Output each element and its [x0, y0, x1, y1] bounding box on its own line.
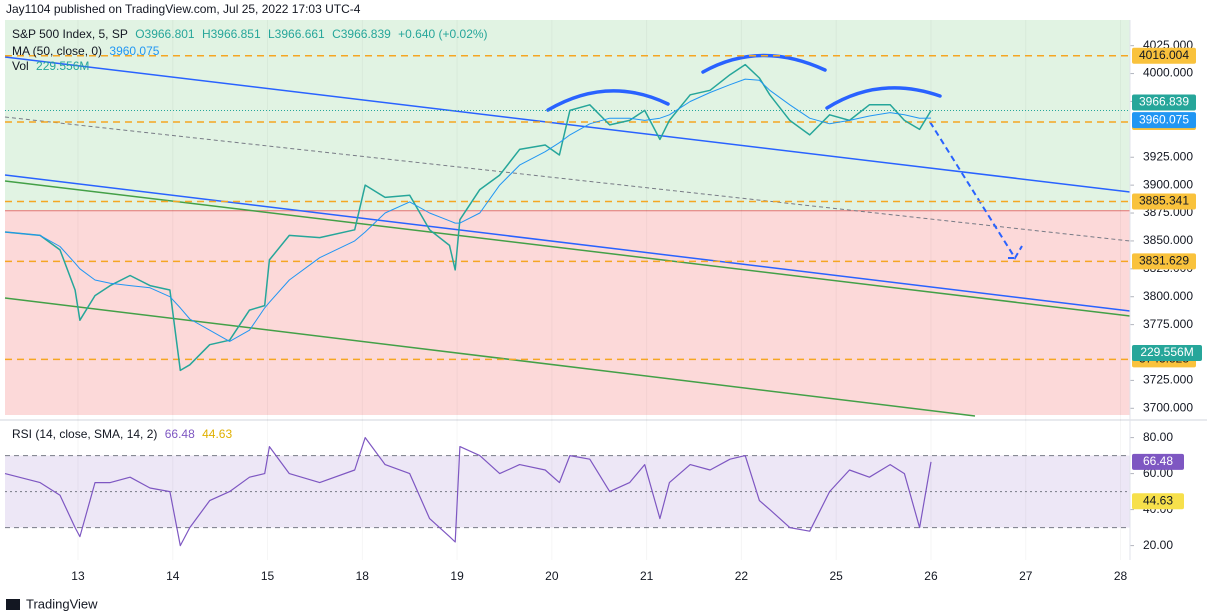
legend-vol-name: Vol [12, 59, 29, 73]
trend-line [4, 180, 1131, 317]
level-label-box [1132, 253, 1196, 270]
legend-vol: Vol 229.556M [12, 59, 93, 73]
level-label: 4016.004 [1139, 48, 1189, 62]
rsi-last-label: 66.48 [1143, 454, 1173, 468]
x-tick-label: 15 [261, 569, 275, 583]
y-tick-label: 4000.000 [1143, 66, 1193, 80]
ma-label-box [1132, 112, 1196, 129]
logo-icon [6, 599, 20, 610]
legend-low: L3966.661 [268, 27, 325, 41]
legend-change: +0.640 (+0.02%) [398, 27, 488, 41]
level-label-box [1132, 47, 1196, 64]
legend-price: S&P 500 Index, 5, SP O3966.801 H3966.851… [12, 27, 492, 41]
x-tick-label: 25 [830, 569, 844, 583]
bull-zone [5, 20, 1130, 211]
trend-line [4, 297, 976, 417]
x-tick-label: 27 [1019, 569, 1033, 583]
x-tick-label: 22 [735, 569, 749, 583]
legend-rsi-name: RSI (14, close, SMA, 14, 2) [12, 427, 158, 441]
x-tick-label: 18 [356, 569, 370, 583]
legend-symbol: S&P 500 Index, 5, SP [12, 27, 128, 41]
legend-ma-name: MA (50, close, 0) [12, 44, 103, 58]
level-label: 3831.629 [1139, 254, 1189, 268]
x-tick-label: 26 [924, 569, 938, 583]
legend-rsi-value: 66.48 [164, 427, 195, 441]
y-tick-label: 3900.000 [1143, 177, 1193, 191]
legend-vol-value: 229.556M [36, 59, 90, 73]
background [5, 20, 1130, 415]
x-tick-label: 19 [450, 569, 464, 583]
bear-zone [5, 210, 1130, 415]
rsi-sma-label: 44.63 [1143, 493, 1173, 507]
level-label-box [1132, 193, 1196, 210]
pattern-arc [546, 89, 670, 112]
rsi-y-tick-label: 80.00 [1143, 430, 1173, 444]
trend-line [4, 56, 1131, 193]
y-tick-label: 3800.000 [1143, 289, 1193, 303]
x-tick-label: 28 [1114, 569, 1128, 583]
volume-label-box [1132, 345, 1202, 361]
publisher: Jay1104 published on TradingView.com, Ju… [6, 2, 361, 16]
legend-rsi-sma: 44.63 [202, 427, 233, 441]
legend-high: H3966.851 [201, 27, 261, 41]
y-tick-label: 3850.000 [1143, 233, 1193, 247]
price-line [4, 63, 932, 372]
legend-rsi: RSI (14, close, SMA, 14, 2) 66.48 44.63 [12, 427, 236, 441]
volume-label: 229.556M [1140, 345, 1193, 359]
x-tick-label: 21 [640, 569, 654, 583]
legend-ma: MA (50, close, 0) 3960.075 [12, 44, 163, 58]
last-price-label: 3966.839 [1139, 95, 1189, 109]
y-tick-label: 3925.000 [1143, 149, 1193, 163]
level-label: 3885.341 [1139, 194, 1189, 208]
rsi-line [4, 437, 932, 547]
pattern-arc [825, 86, 942, 110]
x-tick-label: 20 [545, 569, 559, 583]
legend-close: C3966.839 [332, 27, 391, 41]
projection [929, 121, 1023, 260]
footer-logo: TradingView [26, 596, 98, 611]
y-tick-label: 3700.000 [1143, 400, 1193, 414]
drawings [4, 53, 1131, 417]
x-tick-label: 14 [166, 569, 180, 583]
rsi-sma-box [1132, 493, 1184, 510]
legend-ma-value: 3960.075 [109, 44, 160, 58]
rsi-band [5, 455, 1130, 528]
y-tick-label: 3725.000 [1143, 373, 1193, 387]
trend-line [4, 174, 1131, 312]
y-tick-label: 3775.000 [1143, 317, 1193, 331]
legend-open: O3966.801 [135, 27, 195, 41]
ma-line [4, 78, 932, 342]
rsi-last-box [1132, 453, 1184, 470]
rsi-y-tick-label: 20.00 [1143, 538, 1173, 552]
ma-label: 3960.075 [1139, 112, 1189, 126]
x-tick-label: 13 [71, 569, 85, 583]
last-price-label-box [1132, 94, 1196, 111]
